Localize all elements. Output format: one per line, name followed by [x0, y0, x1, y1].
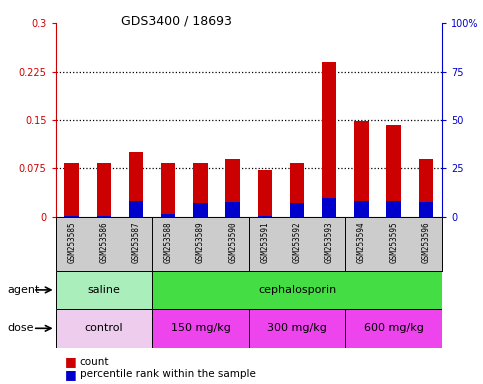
- Bar: [64, 163, 79, 217]
- Text: GSM253586: GSM253586: [99, 221, 108, 263]
- Text: GSM253591: GSM253591: [260, 221, 270, 263]
- Text: GDS3400 / 18693: GDS3400 / 18693: [121, 14, 232, 27]
- Text: GSM253585: GSM253585: [67, 221, 76, 263]
- Text: GSM253588: GSM253588: [164, 221, 173, 263]
- Bar: [193, 203, 208, 217]
- Bar: [419, 202, 433, 217]
- Text: GSM253596: GSM253596: [421, 221, 430, 263]
- Text: percentile rank within the sample: percentile rank within the sample: [80, 369, 256, 379]
- Bar: [419, 159, 433, 217]
- Text: ■: ■: [65, 368, 77, 381]
- Text: dose: dose: [7, 323, 34, 333]
- Bar: [290, 203, 304, 217]
- Bar: [322, 198, 337, 217]
- Bar: [290, 163, 304, 217]
- Bar: [64, 216, 79, 217]
- Bar: [97, 163, 111, 217]
- Bar: [386, 201, 401, 217]
- Text: GSM253593: GSM253593: [325, 221, 334, 263]
- Text: control: control: [85, 323, 123, 333]
- Text: 150 mg/kg: 150 mg/kg: [170, 323, 230, 333]
- Bar: [345, 309, 442, 348]
- Text: GSM253589: GSM253589: [196, 221, 205, 263]
- Text: GSM253595: GSM253595: [389, 221, 398, 263]
- Bar: [152, 271, 442, 309]
- Bar: [322, 62, 337, 217]
- Bar: [257, 170, 272, 217]
- Text: 600 mg/kg: 600 mg/kg: [364, 323, 424, 333]
- Text: GSM253587: GSM253587: [131, 221, 141, 263]
- Bar: [226, 159, 240, 217]
- Text: GSM253592: GSM253592: [293, 221, 301, 263]
- Bar: [56, 271, 152, 309]
- Bar: [354, 201, 369, 217]
- Bar: [56, 309, 152, 348]
- Text: ■: ■: [65, 355, 77, 368]
- Bar: [152, 309, 249, 348]
- Text: cephalosporin: cephalosporin: [258, 285, 336, 295]
- Bar: [161, 163, 175, 217]
- Text: GSM253594: GSM253594: [357, 221, 366, 263]
- Bar: [97, 216, 111, 217]
- Bar: [193, 163, 208, 217]
- Text: GSM253590: GSM253590: [228, 221, 237, 263]
- Text: 300 mg/kg: 300 mg/kg: [267, 323, 327, 333]
- Bar: [129, 201, 143, 217]
- Bar: [129, 152, 143, 217]
- Bar: [257, 216, 272, 217]
- Text: saline: saline: [87, 285, 120, 295]
- Bar: [249, 309, 345, 348]
- Bar: [161, 214, 175, 217]
- Bar: [226, 202, 240, 217]
- Bar: [354, 121, 369, 217]
- Text: count: count: [80, 357, 109, 367]
- Bar: [386, 124, 401, 217]
- Text: agent: agent: [7, 285, 40, 295]
